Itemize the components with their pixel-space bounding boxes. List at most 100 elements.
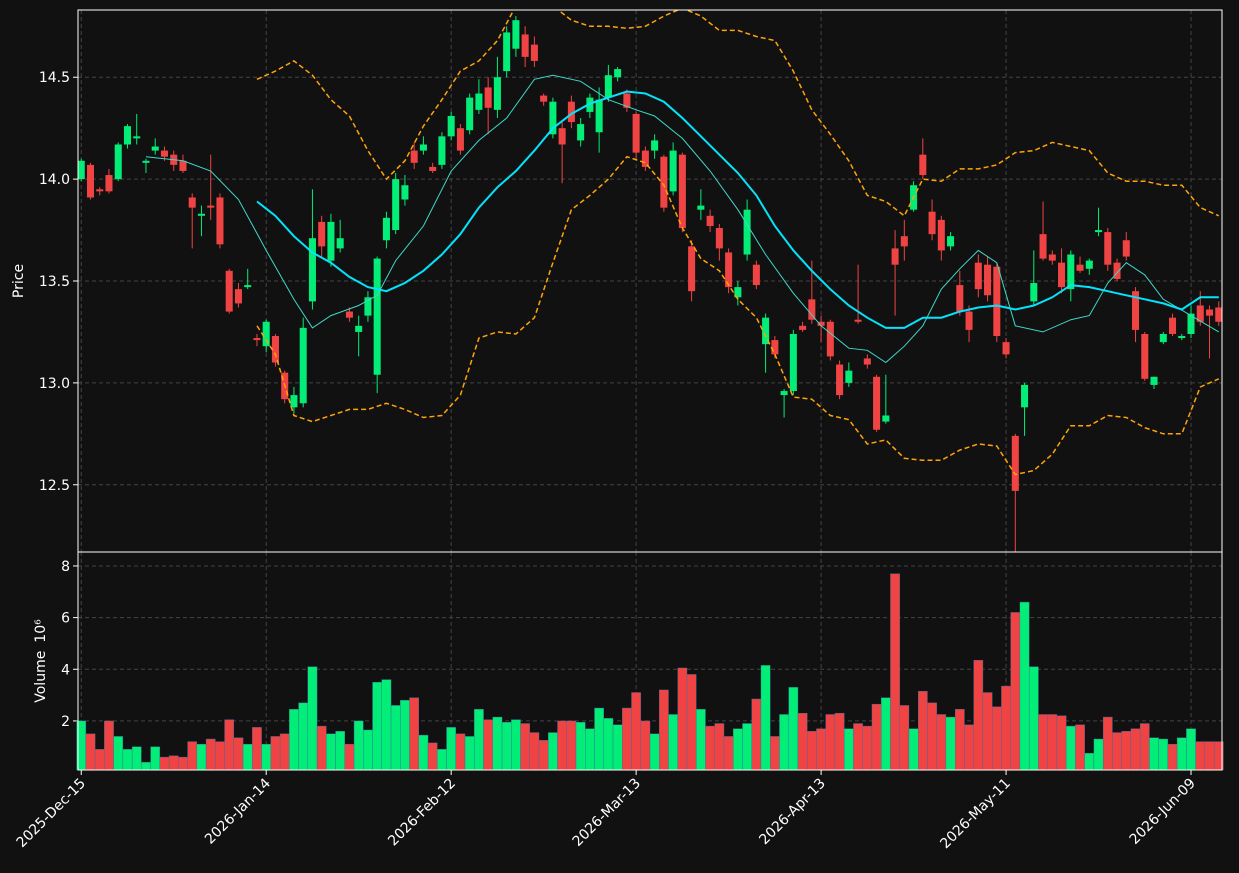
volume-bar — [825, 714, 836, 771]
candle-body — [456, 128, 464, 151]
volume-bar — [899, 705, 910, 771]
volume-bar — [437, 749, 447, 771]
volume-bar — [94, 749, 105, 771]
volume-bar — [270, 736, 281, 771]
candle-body — [1030, 283, 1038, 302]
candle-body — [558, 128, 566, 145]
volume-bar — [1176, 737, 1187, 771]
volume-bar — [760, 665, 771, 771]
volume-bar — [316, 725, 327, 771]
candle-body — [1215, 307, 1222, 322]
volume-bar — [844, 728, 854, 771]
volume-bar — [104, 720, 114, 771]
volume-bar — [1121, 731, 1132, 771]
axis-offset-label: 10⁶ — [33, 619, 49, 643]
volume-bar — [834, 712, 845, 771]
candle-body — [706, 215, 714, 226]
volume-bar — [723, 736, 734, 771]
candle-body — [1159, 333, 1167, 343]
volume-bar — [464, 736, 475, 771]
candle-body — [641, 150, 649, 167]
volume-bar — [363, 729, 373, 771]
candle-body — [336, 238, 344, 249]
candle-body — [623, 93, 631, 108]
volume-bar — [622, 707, 632, 771]
candle-body — [919, 154, 927, 176]
y-tick-label: 6 — [61, 611, 70, 627]
candle-body — [503, 32, 511, 72]
candle-body — [429, 166, 437, 171]
volume-bar — [1001, 685, 1011, 771]
candle-body — [789, 333, 797, 392]
y-tick-label: 13.5 — [39, 274, 70, 290]
volume-bar — [242, 743, 253, 771]
candle-body — [1196, 305, 1204, 322]
candle-body — [318, 221, 326, 247]
volume-bar — [816, 728, 826, 771]
volume-bar — [945, 716, 956, 771]
volume-bar — [1075, 724, 1085, 771]
candle-body — [142, 160, 150, 163]
volume-bar — [557, 720, 567, 771]
volume-bar — [1139, 723, 1150, 771]
y-tick-label: 14.5 — [39, 70, 70, 86]
volume-bar — [492, 716, 503, 771]
volume-bar — [566, 720, 577, 771]
volume-bar — [612, 724, 623, 771]
volume-bar — [649, 733, 660, 771]
candle-body — [86, 164, 94, 198]
candle-body — [160, 150, 168, 157]
candle-body — [567, 101, 575, 123]
volume-bar — [178, 756, 188, 771]
candle-body — [577, 124, 585, 141]
candle-body — [937, 219, 945, 251]
candle-body — [1067, 254, 1075, 290]
candle-body — [826, 321, 834, 357]
volume-bar — [529, 732, 540, 771]
y-tick-label: 4 — [61, 662, 70, 678]
candle-body — [466, 97, 474, 131]
y-axis-label: Price — [11, 264, 27, 298]
volume-bar — [594, 707, 604, 771]
volume-bar — [409, 697, 419, 771]
volume-bar — [326, 733, 336, 771]
volume-bar — [187, 741, 198, 771]
y-axis-label-text: Price — [11, 264, 27, 298]
volume-bar — [686, 674, 697, 771]
volume-bar — [1084, 753, 1095, 771]
volume-bar — [797, 712, 808, 771]
volume-bar — [372, 681, 383, 771]
candle-body — [216, 197, 224, 245]
volume-bar — [696, 709, 706, 771]
plot-area — [78, 10, 1222, 552]
volume-bar — [575, 722, 586, 771]
candle-body — [438, 136, 446, 165]
candle-body — [392, 179, 400, 231]
volume-bar — [714, 723, 725, 771]
candle-body — [253, 338, 261, 341]
candle-body — [799, 325, 807, 330]
volume-bar — [1204, 741, 1215, 771]
candle-body — [1169, 317, 1177, 334]
candle-body — [1187, 313, 1195, 334]
candle-body — [891, 248, 899, 265]
candle-body — [947, 236, 955, 247]
candle-body — [410, 150, 418, 163]
volume-bar — [1195, 741, 1206, 771]
candle-body — [475, 93, 483, 110]
volume-bar — [1186, 728, 1196, 771]
volume-bar — [511, 719, 521, 771]
volume-bar — [344, 743, 355, 771]
volume-bar — [298, 702, 309, 771]
volume-bar — [261, 743, 272, 771]
volume-bar — [418, 734, 429, 771]
candle-body — [225, 270, 233, 312]
candle-body — [1048, 254, 1056, 261]
y-tick-label: 13.0 — [39, 376, 70, 392]
candle-body — [447, 115, 455, 137]
volume-bar — [252, 727, 262, 771]
volume-bar — [1130, 728, 1141, 771]
volume-bar — [1028, 666, 1039, 771]
candle-body — [808, 299, 816, 320]
